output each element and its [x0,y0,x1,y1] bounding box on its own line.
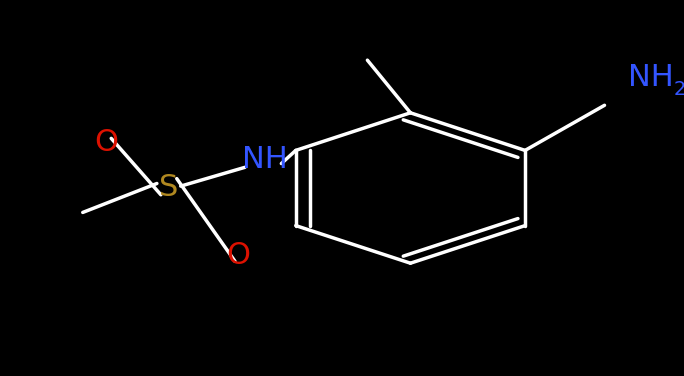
Text: O: O [226,241,250,270]
Text: S: S [159,173,179,203]
Text: 2: 2 [674,79,684,99]
Text: NH: NH [628,63,674,92]
Text: O: O [94,128,118,158]
Text: NH: NH [242,145,288,174]
